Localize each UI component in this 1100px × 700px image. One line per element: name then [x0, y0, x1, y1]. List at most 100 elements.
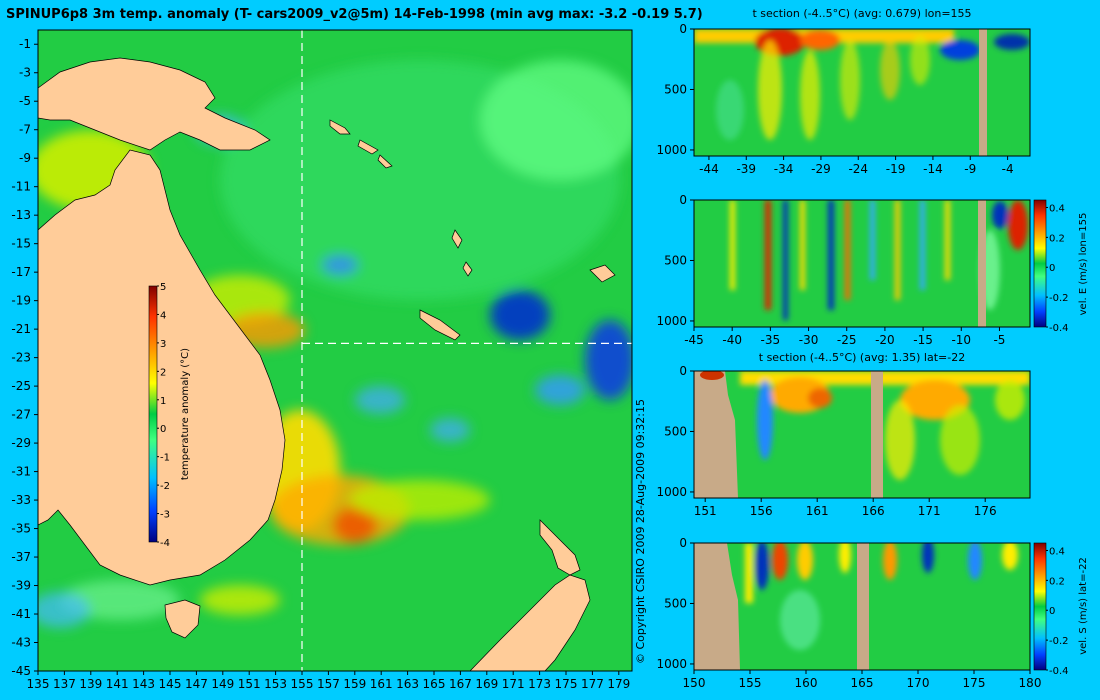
y-tick-label: 1000	[656, 657, 687, 671]
x-tick-label: -29	[811, 162, 831, 176]
section4-colorbar	[1034, 543, 1046, 670]
y-tick-label: -3	[19, 66, 31, 80]
section1-title: t section (-4..5°C) (avg: 0.679) lon=155	[752, 7, 971, 20]
y-tick-label: -33	[11, 493, 31, 507]
map-plot	[30, 30, 640, 671]
y-tick-label: -27	[11, 408, 31, 422]
y-tick-label: -43	[11, 636, 31, 650]
colorbar-tick-label: -2	[160, 481, 170, 492]
x-tick-label: 175	[963, 676, 986, 690]
colorbar-tick-label: -0.4	[1049, 323, 1069, 334]
x-tick-label: -30	[799, 333, 819, 347]
section4-land-mid	[857, 543, 869, 670]
x-tick-label: 160	[795, 676, 818, 690]
x-tick-label: 143	[132, 677, 155, 691]
x-tick-label: -35	[761, 333, 781, 347]
colorbar-tick-label: 3	[160, 339, 166, 350]
y-tick-label: 500	[664, 253, 687, 267]
map-colorbar-label: temperature anomaly (°C)	[180, 348, 191, 480]
x-tick-label: -10	[951, 333, 971, 347]
colorbar-tick-label: -0.4	[1049, 666, 1069, 677]
x-tick-label: -25	[837, 333, 857, 347]
map-y-ticks: -1 -3 -5 -7 -9 -11 -13 -15 -17 -19 -21 -23 -25 -27 -29…	[11, 37, 38, 678]
y-tick-label: 0	[679, 364, 687, 378]
y-tick-label: -29	[11, 436, 31, 450]
x-tick-label: 141	[106, 677, 129, 691]
x-tick-label: 171	[918, 504, 941, 518]
x-tick-label: 161	[806, 504, 829, 518]
section2-y-ticks: 05001000	[656, 193, 694, 328]
x-tick-label: 177	[581, 677, 604, 691]
section1-x-ticks: -44 -39 -34 -29 -24 -19 -14 -9 -4	[699, 156, 1013, 176]
x-tick-label: -15	[913, 333, 933, 347]
colorbar-tick-label: -0.2	[1049, 293, 1069, 304]
copyright-text: © Copyright CSIRO 2009 28-Aug-2009 09:32…	[634, 399, 647, 664]
y-tick-label: -1	[19, 37, 31, 51]
x-tick-label: 175	[555, 677, 578, 691]
section3-plot	[694, 370, 1030, 498]
y-tick-label: 0	[679, 22, 687, 36]
colorbar-tick-label: 0.2	[1049, 233, 1065, 244]
section3-y-ticks: 0 500 1000	[656, 364, 694, 499]
colorbar-tick-label: 1	[160, 396, 166, 407]
section2-land	[978, 200, 986, 327]
section2-colorbar	[1034, 200, 1046, 327]
x-tick-label: 161	[370, 677, 393, 691]
section2-x-ticks: -45 -40 -35 -30 -25 -20 -15 -10 -5	[684, 327, 1005, 347]
y-tick-label: 500	[664, 82, 687, 96]
y-tick-label: 0	[679, 536, 687, 550]
colorbar-tick-label: 0.4	[1049, 203, 1065, 214]
colorbar-tick-label: 0.2	[1049, 576, 1065, 587]
x-tick-label: 179	[607, 677, 630, 691]
x-tick-label: 149	[211, 677, 234, 691]
colorbar-tick-label: -0.2	[1049, 636, 1069, 647]
x-tick-label: 135	[27, 677, 50, 691]
x-tick-label: -4	[1002, 162, 1014, 176]
section1-plot	[694, 28, 1030, 156]
colorbar-tick-label: 0	[1049, 263, 1055, 274]
x-tick-label: -44	[699, 162, 719, 176]
x-tick-label: -14	[923, 162, 943, 176]
x-tick-label: -24	[848, 162, 868, 176]
x-tick-label: 180	[1019, 676, 1042, 690]
x-tick-label: 169	[475, 677, 498, 691]
y-tick-label: -7	[19, 123, 31, 137]
y-tick-label: -41	[11, 607, 31, 621]
y-tick-label: -5	[19, 94, 31, 108]
y-tick-label: -39	[11, 579, 31, 593]
y-tick-label: -17	[11, 265, 31, 279]
x-tick-label: 155	[291, 677, 314, 691]
x-tick-label: 176	[974, 504, 997, 518]
section4-plot	[694, 537, 1030, 670]
colorbar-tick-label: -1	[160, 453, 170, 464]
y-tick-label: -19	[11, 294, 31, 308]
x-tick-label: -20	[875, 333, 895, 347]
y-tick-label: -35	[11, 522, 31, 536]
x-tick-label: 157	[317, 677, 340, 691]
x-tick-label: 173	[528, 677, 551, 691]
y-tick-label: -13	[11, 208, 31, 222]
x-tick-label: 145	[159, 677, 182, 691]
section1-y-ticks: 05001000	[656, 22, 694, 157]
x-tick-label: 151	[238, 677, 261, 691]
x-tick-label: -40	[722, 333, 742, 347]
map-title: SPINUP6p8 3m temp. anomaly (T- cars2009_…	[6, 7, 703, 22]
section2-plot	[694, 200, 1030, 327]
y-tick-label: -23	[11, 351, 31, 365]
x-tick-label: -34	[774, 162, 794, 176]
x-tick-label: 165	[423, 677, 446, 691]
section1-land	[979, 29, 987, 156]
x-tick-label: 165	[851, 676, 874, 690]
y-tick-label: 500	[664, 424, 687, 438]
section3-x-ticks: 151 156 161 166 171 176	[694, 498, 997, 518]
x-tick-label: 155	[739, 676, 762, 690]
x-tick-label: 167	[449, 677, 472, 691]
map-x-ticks: 135 137 139 141 143 145 147 149 151 153 155 157 159 1…	[27, 671, 631, 691]
section4-colorbar-label: vel. S (m/s) lat=-22	[1078, 557, 1089, 655]
x-tick-label: 147	[185, 677, 208, 691]
colorbar-tick-label: -4	[160, 538, 170, 549]
section2-colorbar-label: vel. E (m/s) lon=155	[1078, 213, 1089, 316]
y-tick-label: -9	[19, 151, 31, 165]
section2-colorbar-ticks: 0.4 0.2 0 -0.2 -0.4	[1046, 203, 1069, 334]
